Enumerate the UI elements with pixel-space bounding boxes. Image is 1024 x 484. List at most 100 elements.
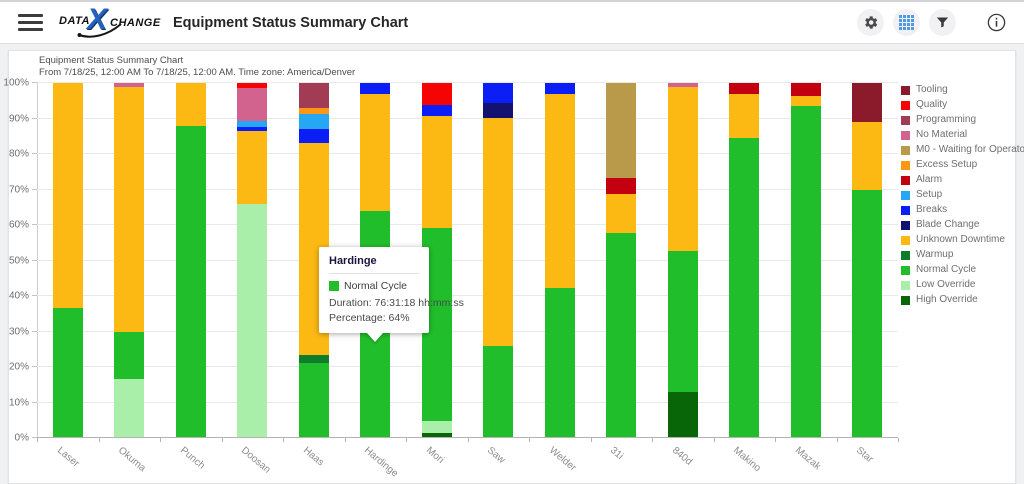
legend-item-unknown-downtime[interactable]: Unknown Downtime	[901, 235, 1024, 245]
y-axis-label: 90%	[8, 113, 29, 124]
bar-okuma[interactable]	[114, 83, 145, 438]
bar-segment-mori-low-override[interactable]	[421, 420, 452, 433]
bar-segment-doosan-unknown-downtime[interactable]	[237, 130, 268, 204]
bar-saw[interactable]	[483, 83, 514, 438]
bar-segment-doosan-setup[interactable]	[237, 121, 268, 128]
bar-segment-okuma-low-override[interactable]	[114, 379, 145, 438]
bar-segment-haas-warmup[interactable]	[298, 354, 329, 364]
legend-item-programming[interactable]: Programming	[901, 115, 1024, 125]
bar-segment-makino-normal-cycle[interactable]	[729, 137, 760, 438]
bar-31i[interactable]	[606, 83, 637, 438]
bar-segment-saw-normal-cycle[interactable]	[483, 345, 514, 438]
y-axis-label: 70%	[8, 184, 29, 195]
bar-segment-saw-blade-change[interactable]	[483, 102, 514, 118]
legend-label: Normal Cycle	[916, 264, 977, 275]
bar-segment-welder-breaks[interactable]	[544, 83, 575, 94]
bar-segment-haas-programming[interactable]	[298, 83, 329, 108]
bar-segment-mori-quality[interactable]	[421, 83, 452, 106]
bar-segment-31i-alarm[interactable]	[606, 177, 637, 194]
legend-item-high-override[interactable]: High Override	[901, 295, 1024, 305]
legend-item-m0-waiting-for-operator[interactable]: M0 - Waiting for Operator	[901, 145, 1024, 155]
settings-gear-icon[interactable]	[857, 9, 884, 36]
y-axis-tick	[32, 224, 37, 225]
bar-segment-welder-unknown-downtime[interactable]	[544, 93, 575, 288]
bar-segment-doosan-low-override[interactable]	[237, 203, 268, 438]
legend-item-excess-setup[interactable]: Excess Setup	[901, 160, 1024, 170]
bar-segment-mazak-normal-cycle[interactable]	[790, 106, 821, 438]
y-axis-tick	[32, 82, 37, 83]
bar-segment-31i-unknown-downtime[interactable]	[606, 193, 637, 234]
bar-segment-welder-normal-cycle[interactable]	[544, 287, 575, 438]
bar-segment-840d-no-material[interactable]	[667, 83, 698, 87]
y-axis-label: 100%	[3, 77, 29, 89]
bar-segment-haas-breaks[interactable]	[298, 129, 329, 144]
legend-item-low-override[interactable]: Low Override	[901, 280, 1024, 290]
legend-item-warmup[interactable]: Warmup	[901, 250, 1024, 260]
menu-icon[interactable]	[18, 14, 43, 31]
bar-haas[interactable]	[298, 83, 329, 438]
bar-doosan[interactable]	[237, 83, 268, 438]
legend-label: Alarm	[916, 174, 943, 185]
legend-label: Unknown Downtime	[916, 234, 1005, 245]
bar-segment-mori-unknown-downtime[interactable]	[421, 116, 452, 228]
bar-segment-doosan-no-material[interactable]	[237, 87, 268, 122]
bar-segment-punch-normal-cycle[interactable]	[175, 125, 206, 438]
bar-segment-hardinge-breaks[interactable]	[360, 83, 391, 94]
bar-segment-doosan-quality[interactable]	[237, 83, 268, 88]
bar-punch[interactable]	[175, 83, 206, 438]
x-axis-tick	[898, 438, 899, 442]
bar-mazak[interactable]	[790, 83, 821, 438]
filter-funnel-icon[interactable]	[929, 9, 956, 36]
info-icon[interactable]	[983, 9, 1010, 36]
bar-segment-star-tooling[interactable]	[852, 83, 883, 123]
bar-segment-okuma-unknown-downtime[interactable]	[114, 86, 145, 332]
bar-segment-31i-m0-waiting-for-operator[interactable]	[606, 83, 637, 178]
legend-item-setup[interactable]: Setup	[901, 190, 1024, 200]
bar-segment-840d-high-override[interactable]	[667, 391, 698, 438]
bar-star[interactable]	[852, 83, 883, 438]
gridline-20	[37, 366, 898, 367]
bar-segment-saw-breaks[interactable]	[483, 83, 514, 103]
bar-segment-okuma-no-material[interactable]	[114, 83, 145, 87]
x-axis-label-saw: Saw	[485, 445, 508, 466]
legend-item-quality[interactable]: Quality	[901, 100, 1024, 110]
legend-item-tooling[interactable]: Tooling	[901, 85, 1024, 95]
bar-segment-mazak-unknown-downtime[interactable]	[790, 96, 821, 107]
bar-slot-laser: Laser	[37, 83, 99, 470]
legend-item-breaks[interactable]: Breaks	[901, 205, 1024, 215]
bar-segment-okuma-normal-cycle[interactable]	[114, 331, 145, 380]
legend-label: Tooling	[916, 84, 948, 95]
bar-segment-840d-unknown-downtime[interactable]	[667, 86, 698, 251]
grid-view-icon[interactable]	[893, 9, 920, 36]
bar-welder[interactable]	[544, 83, 575, 438]
bar-segment-haas-excess-setup[interactable]	[298, 107, 329, 114]
legend-item-no-material[interactable]: No Material	[901, 130, 1024, 140]
bar-segment-star-unknown-downtime[interactable]	[852, 122, 883, 190]
bar-segment-hardinge-unknown-downtime[interactable]	[360, 93, 391, 211]
legend-item-normal-cycle[interactable]: Normal Cycle	[901, 265, 1024, 275]
y-axis-tick	[32, 188, 37, 190]
bar-segment-mori-breaks[interactable]	[421, 105, 452, 117]
bar-segment-saw-unknown-downtime[interactable]	[483, 117, 514, 346]
bar-segment-mori-high-override[interactable]	[421, 432, 452, 438]
bar-segment-laser-unknown-downtime[interactable]	[52, 83, 83, 309]
bar-slot-saw: Saw	[468, 83, 530, 466]
legend-swatch-icon	[901, 295, 910, 305]
bar-segment-punch-unknown-downtime[interactable]	[175, 83, 206, 126]
bar-segment-laser-normal-cycle[interactable]	[52, 308, 83, 438]
bar-segment-makino-alarm[interactable]	[729, 83, 760, 95]
bar-segment-haas-normal-cycle[interactable]	[298, 363, 329, 438]
legend-item-alarm[interactable]: Alarm	[901, 175, 1024, 185]
bar-segment-31i-normal-cycle[interactable]	[606, 233, 637, 438]
bar-840d[interactable]	[667, 83, 698, 438]
bar-segment-mazak-alarm[interactable]	[790, 83, 821, 97]
legend-item-blade-change[interactable]: Blade Change	[901, 220, 1024, 230]
bar-laser[interactable]	[52, 83, 83, 438]
bar-segment-star-normal-cycle[interactable]	[852, 189, 883, 438]
bar-segment-doosan-breaks[interactable]	[237, 127, 268, 131]
bar-segment-makino-unknown-downtime[interactable]	[729, 94, 760, 138]
x-axis-tick	[713, 438, 715, 442]
bar-segment-840d-normal-cycle[interactable]	[667, 250, 698, 392]
bar-makino[interactable]	[729, 83, 760, 438]
bar-segment-haas-setup[interactable]	[298, 113, 329, 130]
